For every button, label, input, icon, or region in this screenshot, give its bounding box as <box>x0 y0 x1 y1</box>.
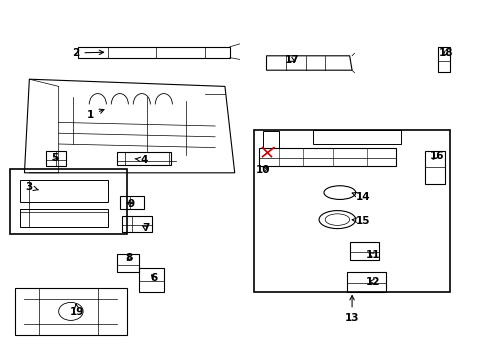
Text: 2: 2 <box>72 48 103 58</box>
Text: 15: 15 <box>351 216 369 226</box>
Text: 3: 3 <box>26 182 39 192</box>
Text: 13: 13 <box>344 296 359 323</box>
Bar <box>254 130 449 292</box>
Text: 1: 1 <box>87 109 104 120</box>
Bar <box>10 169 127 234</box>
Text: 4: 4 <box>135 155 148 165</box>
Text: 5: 5 <box>51 153 58 163</box>
Text: 10: 10 <box>255 165 270 175</box>
Text: 12: 12 <box>365 276 379 287</box>
Text: 19: 19 <box>70 304 84 318</box>
Text: 18: 18 <box>438 48 452 58</box>
Text: 14: 14 <box>351 192 369 202</box>
Text: 8: 8 <box>125 253 132 264</box>
Text: 11: 11 <box>365 250 379 260</box>
Text: 7: 7 <box>142 223 149 233</box>
Text: 16: 16 <box>428 150 443 161</box>
Text: 17: 17 <box>285 55 299 65</box>
Text: 9: 9 <box>127 199 134 209</box>
Text: 6: 6 <box>150 273 157 283</box>
